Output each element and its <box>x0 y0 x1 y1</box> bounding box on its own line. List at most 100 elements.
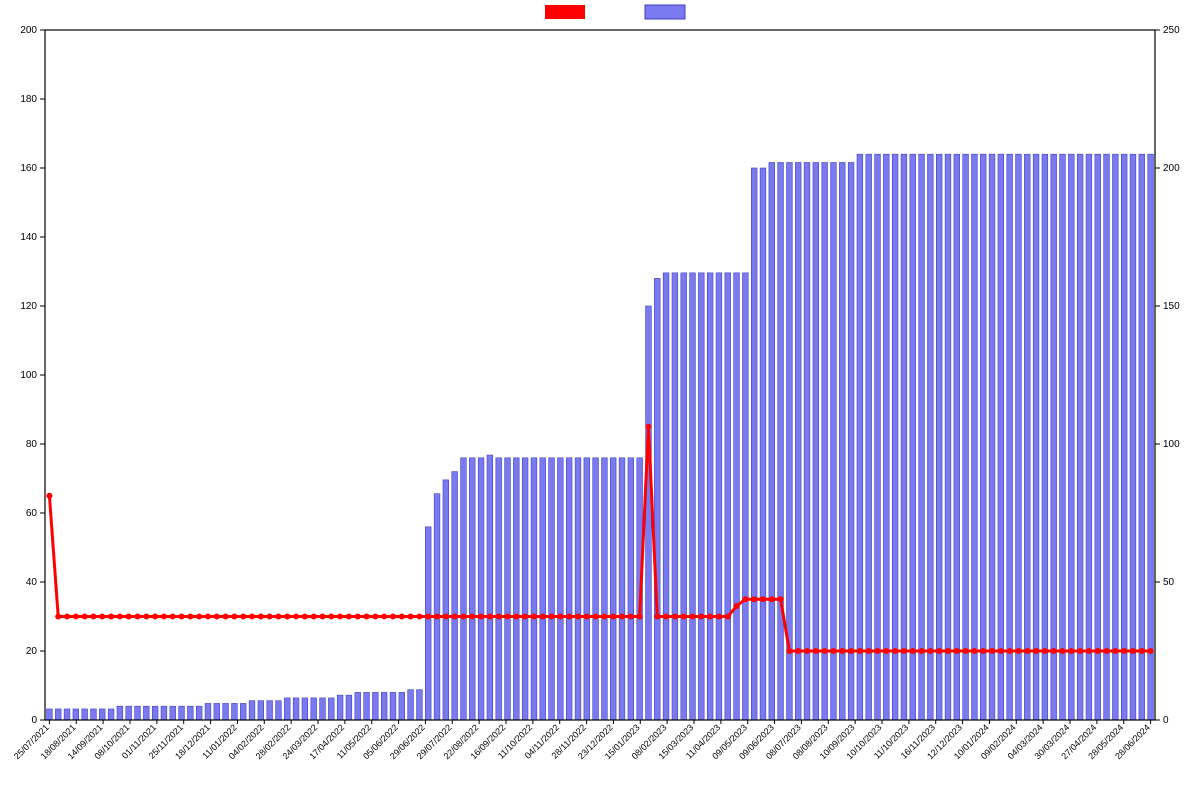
line-marker <box>1007 648 1013 654</box>
bar <box>698 273 704 720</box>
bar <box>998 154 1004 720</box>
bar <box>690 273 696 720</box>
line-marker <box>839 648 845 654</box>
bar <box>575 458 581 720</box>
bar <box>1068 154 1074 720</box>
bar <box>751 168 757 720</box>
bar <box>584 458 590 720</box>
line-marker <box>478 614 484 620</box>
line-marker <box>170 614 176 620</box>
line-marker <box>205 614 211 620</box>
bar <box>804 162 810 720</box>
line-marker <box>372 614 378 620</box>
bar <box>417 690 423 720</box>
line-marker <box>769 596 775 602</box>
bar <box>769 162 775 720</box>
y-right-tick: 200 <box>1163 163 1180 174</box>
line-marker <box>416 614 422 620</box>
line-marker <box>593 614 599 620</box>
bar <box>875 154 881 720</box>
line-marker <box>90 614 96 620</box>
bar <box>513 458 519 720</box>
bar <box>372 692 378 720</box>
line-marker <box>892 648 898 654</box>
line-marker <box>469 614 475 620</box>
bar <box>258 701 264 720</box>
line-marker <box>487 614 493 620</box>
line-marker <box>231 614 237 620</box>
bar <box>602 458 608 720</box>
y-right-tick: 250 <box>1163 25 1180 36</box>
line-marker <box>399 614 405 620</box>
line-marker <box>1077 648 1083 654</box>
bar <box>822 162 828 720</box>
line-marker <box>152 614 158 620</box>
line-marker <box>1042 648 1048 654</box>
line-marker <box>575 614 581 620</box>
line-marker <box>945 648 951 654</box>
bar <box>831 162 837 720</box>
line-marker <box>883 648 889 654</box>
line-marker <box>1015 648 1021 654</box>
bar <box>143 706 149 720</box>
line-marker <box>857 648 863 654</box>
bar <box>628 458 634 720</box>
line-marker <box>381 614 387 620</box>
bar <box>478 458 484 720</box>
legend-red-swatch <box>545 5 585 19</box>
bar <box>672 273 678 720</box>
line-marker <box>425 614 431 620</box>
y-right-tick: 50 <box>1163 577 1175 588</box>
bar <box>593 458 599 720</box>
bar <box>857 154 863 720</box>
line-marker <box>531 614 537 620</box>
bar <box>161 706 167 720</box>
bar <box>901 154 907 720</box>
bar <box>205 703 211 720</box>
y-left-tick: 60 <box>26 508 38 519</box>
y-left-tick: 80 <box>26 439 38 450</box>
line-marker <box>672 614 678 620</box>
chart-container: 0204060801001201401601802000501001502002… <box>0 0 1200 800</box>
line-marker <box>390 614 396 620</box>
bar <box>337 695 343 720</box>
bar <box>320 698 326 720</box>
line-marker <box>1033 648 1039 654</box>
bar <box>461 458 467 720</box>
bar <box>179 706 185 720</box>
line-marker <box>742 596 748 602</box>
bar <box>126 706 132 720</box>
line-marker <box>108 614 114 620</box>
y-left-tick: 140 <box>20 232 37 243</box>
line-marker <box>971 648 977 654</box>
line-marker <box>346 614 352 620</box>
line-marker <box>1148 648 1154 654</box>
bar <box>531 458 537 720</box>
line-marker <box>963 648 969 654</box>
bar <box>1016 154 1022 720</box>
line-marker <box>1060 648 1066 654</box>
bar <box>302 698 308 720</box>
bar <box>187 706 193 720</box>
bar <box>707 273 713 720</box>
line-marker <box>663 614 669 620</box>
line-marker <box>64 614 70 620</box>
line-marker <box>601 614 607 620</box>
bar <box>549 458 555 720</box>
line-marker <box>46 493 52 499</box>
y-left-tick: 20 <box>26 646 38 657</box>
bar <box>1024 154 1030 720</box>
bar <box>725 273 731 720</box>
y-left-tick: 40 <box>26 577 38 588</box>
bar <box>1112 154 1118 720</box>
bar <box>425 527 431 720</box>
bar <box>778 162 784 720</box>
bar <box>963 154 969 720</box>
line-marker <box>654 614 660 620</box>
bar <box>972 154 978 720</box>
line-marker <box>998 648 1004 654</box>
line-marker <box>875 648 881 654</box>
line-marker <box>822 648 828 654</box>
line-marker <box>628 614 634 620</box>
line-marker <box>1086 648 1092 654</box>
